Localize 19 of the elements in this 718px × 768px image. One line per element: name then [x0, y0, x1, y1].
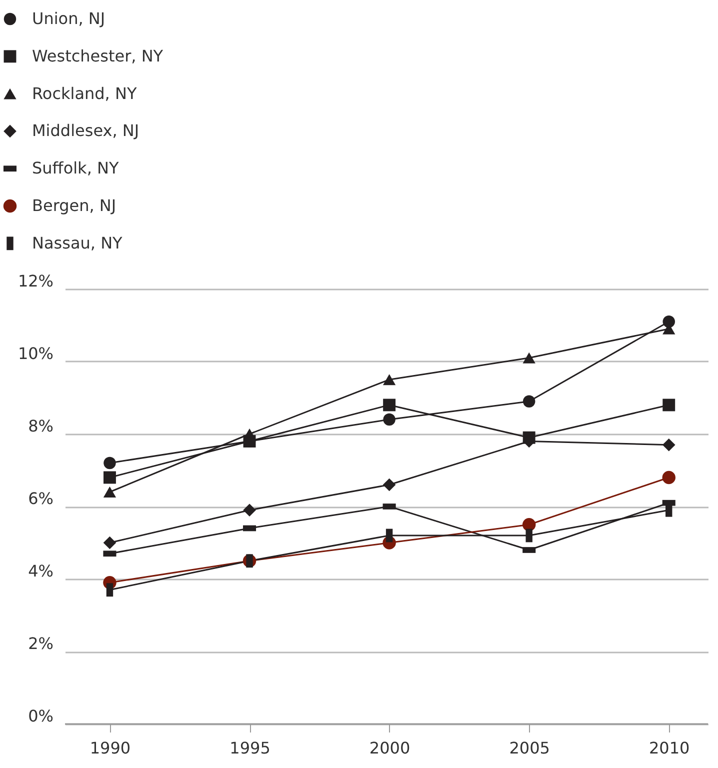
y-tick-label: 8%	[28, 416, 54, 436]
x-tick-label: 2000	[369, 738, 410, 758]
legend-label: Rockland, NY	[32, 84, 137, 103]
legend-label: Suffolk, NY	[32, 158, 119, 178]
legend-label: Union, NJ	[32, 9, 106, 28]
y-tick-label: 4%	[28, 562, 54, 580]
x-tick-label: 2010	[649, 738, 690, 758]
legend-label: Westchester, NY	[32, 46, 164, 66]
y-tick-label: 6%	[28, 489, 54, 508]
legend-label: Middlesex, NJ	[32, 121, 140, 140]
x-tick-label: 2005	[509, 738, 550, 758]
y-tick-label: 2%	[28, 634, 54, 653]
y-tick-label: 0%	[28, 706, 54, 726]
legend-label: Nassau, NY	[32, 233, 123, 252]
x-tick-label: 1990	[90, 738, 131, 758]
x-tick-label: 1995	[230, 738, 270, 758]
legend-label: Bergen, NJ	[32, 196, 116, 215]
y-tick-label: 12%	[18, 272, 54, 290]
y-tick-label: 10%	[18, 344, 54, 363]
